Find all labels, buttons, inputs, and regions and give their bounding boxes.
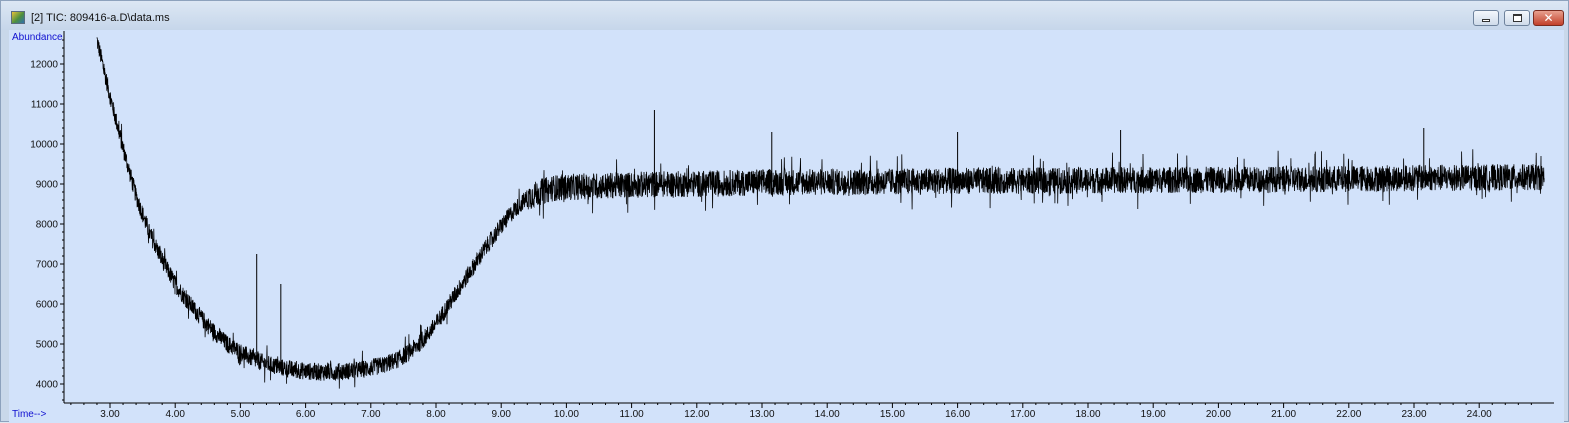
x-tick-label: 17.00: [1010, 409, 1035, 420]
y-tick-label: 9000: [36, 180, 59, 191]
window-title: [2] TIC: 809416-a.D\data.ms: [31, 12, 170, 24]
x-tick-label: 7.00: [361, 409, 381, 420]
x-tick-label: 10.00: [554, 409, 579, 420]
x-tick-label: 6.00: [296, 409, 316, 420]
x-tick-label: 16.00: [945, 409, 970, 420]
x-tick-label: 20.00: [1206, 409, 1231, 420]
y-tick-label: 11000: [31, 100, 59, 111]
x-tick-label: 8.00: [426, 409, 446, 420]
y-tick-label: 7000: [36, 260, 59, 271]
tic-trace: [96, 37, 1545, 389]
y-tick-label: 4000: [36, 380, 59, 391]
x-tick-label: 5.00: [231, 409, 251, 420]
close-icon: ✕: [1543, 11, 1554, 25]
x-tick-label: 9.00: [491, 409, 511, 420]
close-button[interactable]: ✕: [1533, 10, 1564, 26]
x-tick-label: 4.00: [165, 409, 185, 420]
app-icon: [11, 11, 25, 24]
y-tick-label: 8000: [36, 220, 59, 231]
x-tick-label: 21.00: [1271, 409, 1296, 420]
minimize-icon: [1482, 19, 1490, 22]
x-axis-label: Time-->: [12, 409, 47, 420]
x-tick-label: 24.00: [1467, 409, 1492, 420]
y-axis-label: Abundance: [12, 32, 63, 43]
minimize-button[interactable]: [1473, 10, 1499, 26]
x-tick-label: 18.00: [1075, 409, 1100, 420]
y-tick-label: 6000: [36, 300, 59, 311]
y-tick-label: 10000: [30, 140, 58, 151]
maximize-button[interactable]: [1504, 10, 1530, 26]
x-tick-label: 22.00: [1336, 409, 1361, 420]
x-tick-label: 12.00: [684, 409, 709, 420]
x-tick-label: 13.00: [749, 409, 774, 420]
y-tick-label: 12000: [30, 60, 58, 71]
x-tick-label: 23.00: [1401, 409, 1426, 420]
plot-area[interactable]: [9, 30, 1564, 423]
x-tick-label: 14.00: [815, 409, 840, 420]
maximize-icon: [1512, 14, 1522, 22]
x-tick-label: 19.00: [1141, 409, 1166, 420]
x-tick-label: 15.00: [880, 409, 905, 420]
x-tick-label: 11.00: [619, 409, 644, 420]
y-tick-label: 5000: [36, 340, 59, 351]
x-tick-label: 3.00: [100, 409, 120, 420]
title-bar[interactable]: [2] TIC: 809416-a.D\data.ms ✕: [1, 1, 1568, 30]
